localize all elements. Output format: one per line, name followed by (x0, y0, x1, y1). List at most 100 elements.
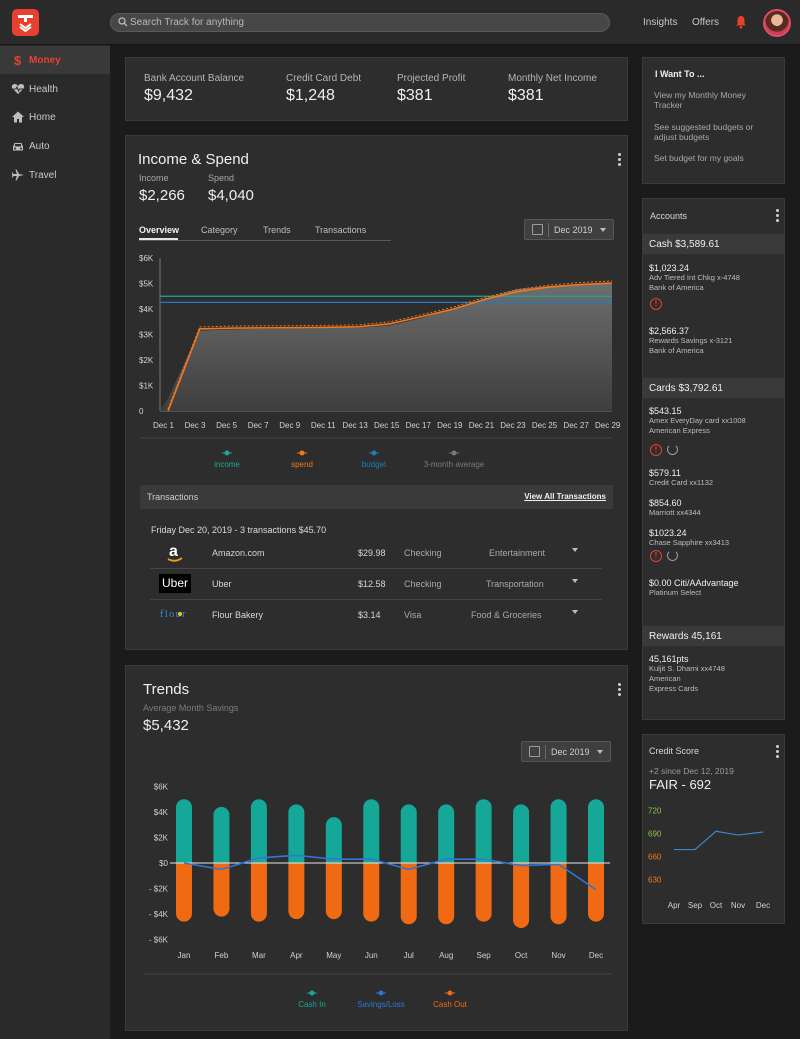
x-tick-label: Dec (756, 901, 770, 910)
sidebar-item-auto[interactable]: Auto (0, 132, 110, 160)
sidebar-item-home[interactable]: Home (0, 103, 110, 131)
legend-label: budget (362, 460, 387, 469)
more-options-icon[interactable] (774, 745, 780, 759)
x-tick-label: Dec 5 (216, 421, 237, 430)
refresh-icon[interactable] (667, 550, 678, 561)
card-item[interactable]: $0.00 Citi/AAdvantage Platinum Select (649, 578, 739, 598)
amount: $29.98 (358, 548, 386, 558)
sidebar-item-money[interactable]: $ Money (0, 46, 110, 74)
x-tick-label: Dec 27 (563, 421, 589, 430)
search-input[interactable] (130, 15, 600, 30)
x-tick-label: Dec 1 (153, 421, 174, 430)
date-picker-divider (545, 745, 546, 759)
category-dropdown-icon[interactable] (572, 548, 578, 552)
rewards-issuer-2: Express Cards (649, 684, 699, 693)
alert-icon[interactable]: ! (650, 550, 662, 562)
user-avatar[interactable] (763, 9, 791, 37)
bar-cash-in (325, 817, 342, 863)
link-budget-goals[interactable]: Set budget for my goals (654, 153, 744, 163)
y-tick-label: - $6K (149, 936, 169, 945)
account-amount: $2,566.37 (649, 326, 690, 336)
card-amount: $579.11 (649, 468, 681, 478)
rewards-section-title: Rewards 45,161 (649, 631, 722, 642)
card-item[interactable]: $854.60 Marriott xx4344 (649, 498, 701, 518)
bar-cash-out (213, 863, 230, 917)
x-tick-label: Oct (710, 901, 723, 910)
x-tick-label: Dec 13 (342, 421, 368, 430)
date-picker-value: Dec 2019 (554, 225, 593, 235)
card-item[interactable]: $579.11 Credit Card xx1132 (649, 468, 713, 488)
x-tick-label: Dec 7 (248, 421, 269, 430)
nav-offers[interactable]: Offers (692, 17, 720, 28)
alert-icon[interactable]: ! (650, 298, 662, 310)
more-options-icon[interactable] (774, 209, 780, 223)
account-item[interactable]: $2,566.37 Rewards Savings x-3121 Bank of A… (649, 326, 732, 356)
legend-marker (451, 450, 457, 456)
more-options-icon[interactable] (616, 153, 622, 167)
sidebar-item-label: Travel (29, 170, 57, 181)
bar-cash-out (475, 863, 492, 922)
bar-cash-in (550, 799, 567, 863)
transactions-title: Transactions (147, 492, 199, 502)
y-tick-label: $4K (154, 808, 169, 817)
card-item[interactable]: $543.15 Amex EveryDay card xx1008 American… (649, 406, 746, 436)
card-name: Amex EveryDay card xx1008 (649, 416, 746, 425)
alert-icon[interactable]: ! (650, 444, 662, 456)
table-row[interactable]: a Amazon.com $29.98 Checking Entertainme… (150, 538, 602, 569)
tab-transactions[interactable]: Transactions (315, 225, 367, 235)
y-tick-label: 720 (648, 807, 662, 816)
app-logo[interactable] (12, 9, 39, 36)
view-all-transactions-link[interactable]: View All Transactions (524, 492, 606, 501)
nav-insights[interactable]: Insights (643, 17, 678, 28)
card-item[interactable]: $1023.24 Chase Sapphire xx3413 (649, 528, 729, 548)
y-tick-label: $1K (139, 382, 154, 391)
bar-cash-in (213, 806, 230, 863)
rewards-holder: Kuljit S. Dharni xx4748 (649, 664, 725, 673)
trends-chart: $6K $4K $2K $0 - $2K - $4K - $6K Jan Feb Mar Apr Ma… (143, 783, 613, 1009)
date-picker-value: Dec 2019 (551, 747, 590, 757)
dollar-icon: $ (14, 53, 22, 67)
x-tick-label: Nov (551, 951, 565, 960)
sidebar-item-travel[interactable]: Travel (0, 161, 110, 189)
bar-cash-in (250, 799, 267, 863)
legend-label: Savings/Loss (357, 1000, 405, 1009)
tab-trends[interactable]: Trends (263, 225, 291, 235)
sidebar-item-health[interactable]: Health (0, 75, 110, 103)
y-tick-label: 0 (139, 407, 144, 416)
category-dropdown-icon[interactable] (572, 610, 578, 614)
bell-icon[interactable] (735, 15, 747, 29)
kpi-value-profit: $381 (397, 87, 433, 104)
table-row[interactable]: flour Flour Bakery $3.14 Visa Food & Gro… (150, 600, 602, 631)
x-tick-label: Dec 9 (279, 421, 300, 430)
rewards-section-header: Rewards 45,161 (642, 626, 785, 646)
card-issuer: American Express (649, 426, 710, 435)
chevron-down-icon (600, 228, 606, 232)
rewards-item[interactable]: 45,161pts Kuljit S. Dharni xx4748 American… (649, 654, 725, 694)
income-spend-chart: 0 $1K $2K $3K $4K $5K $6K Dec 1 Dec 3 Dec 5 Dec 7 D… (139, 254, 620, 469)
card-name: Chase Sapphire xx3413 (649, 538, 730, 547)
x-tick-label: Dec 17 (406, 421, 432, 430)
trends-date-picker[interactable]: Dec 2019 (521, 741, 611, 762)
transactions-day-header: Friday Dec 20, 2019 - 3 transactions $45… (151, 525, 327, 535)
merchant-name: Flour Bakery (212, 610, 264, 620)
table-row[interactable]: Uber Uber $12.58 Checking Transportation (150, 569, 602, 600)
y-tick-label: $3K (139, 331, 154, 340)
airplane-icon (11, 169, 24, 181)
date-picker[interactable]: Dec 2019 (524, 219, 614, 240)
link-suggested-budgets[interactable]: See suggested budgets or adjust budgets (654, 122, 754, 142)
tab-overview[interactable]: Overview (139, 225, 180, 235)
calendar-icon (532, 224, 543, 235)
merchant-name: Amazon.com (212, 548, 265, 558)
category-dropdown-icon[interactable] (572, 579, 578, 583)
refresh-icon[interactable] (667, 444, 678, 455)
more-options-icon[interactable] (616, 683, 622, 697)
x-tick-label: Jan (178, 951, 191, 960)
search-bar[interactable] (110, 13, 610, 32)
home-icon (12, 111, 24, 123)
link-monthly-tracker[interactable]: View my Monthly Money Tracker (654, 90, 746, 110)
sidebar-item-label: Money (29, 55, 61, 66)
account-item[interactable]: $1,023.24 Adv Tiered Int Chkg x-4748 Bank … (649, 263, 740, 293)
x-tick-label: Mar (252, 951, 266, 960)
tab-category[interactable]: Category (201, 225, 238, 235)
y-tick-label: - $4K (149, 910, 169, 919)
